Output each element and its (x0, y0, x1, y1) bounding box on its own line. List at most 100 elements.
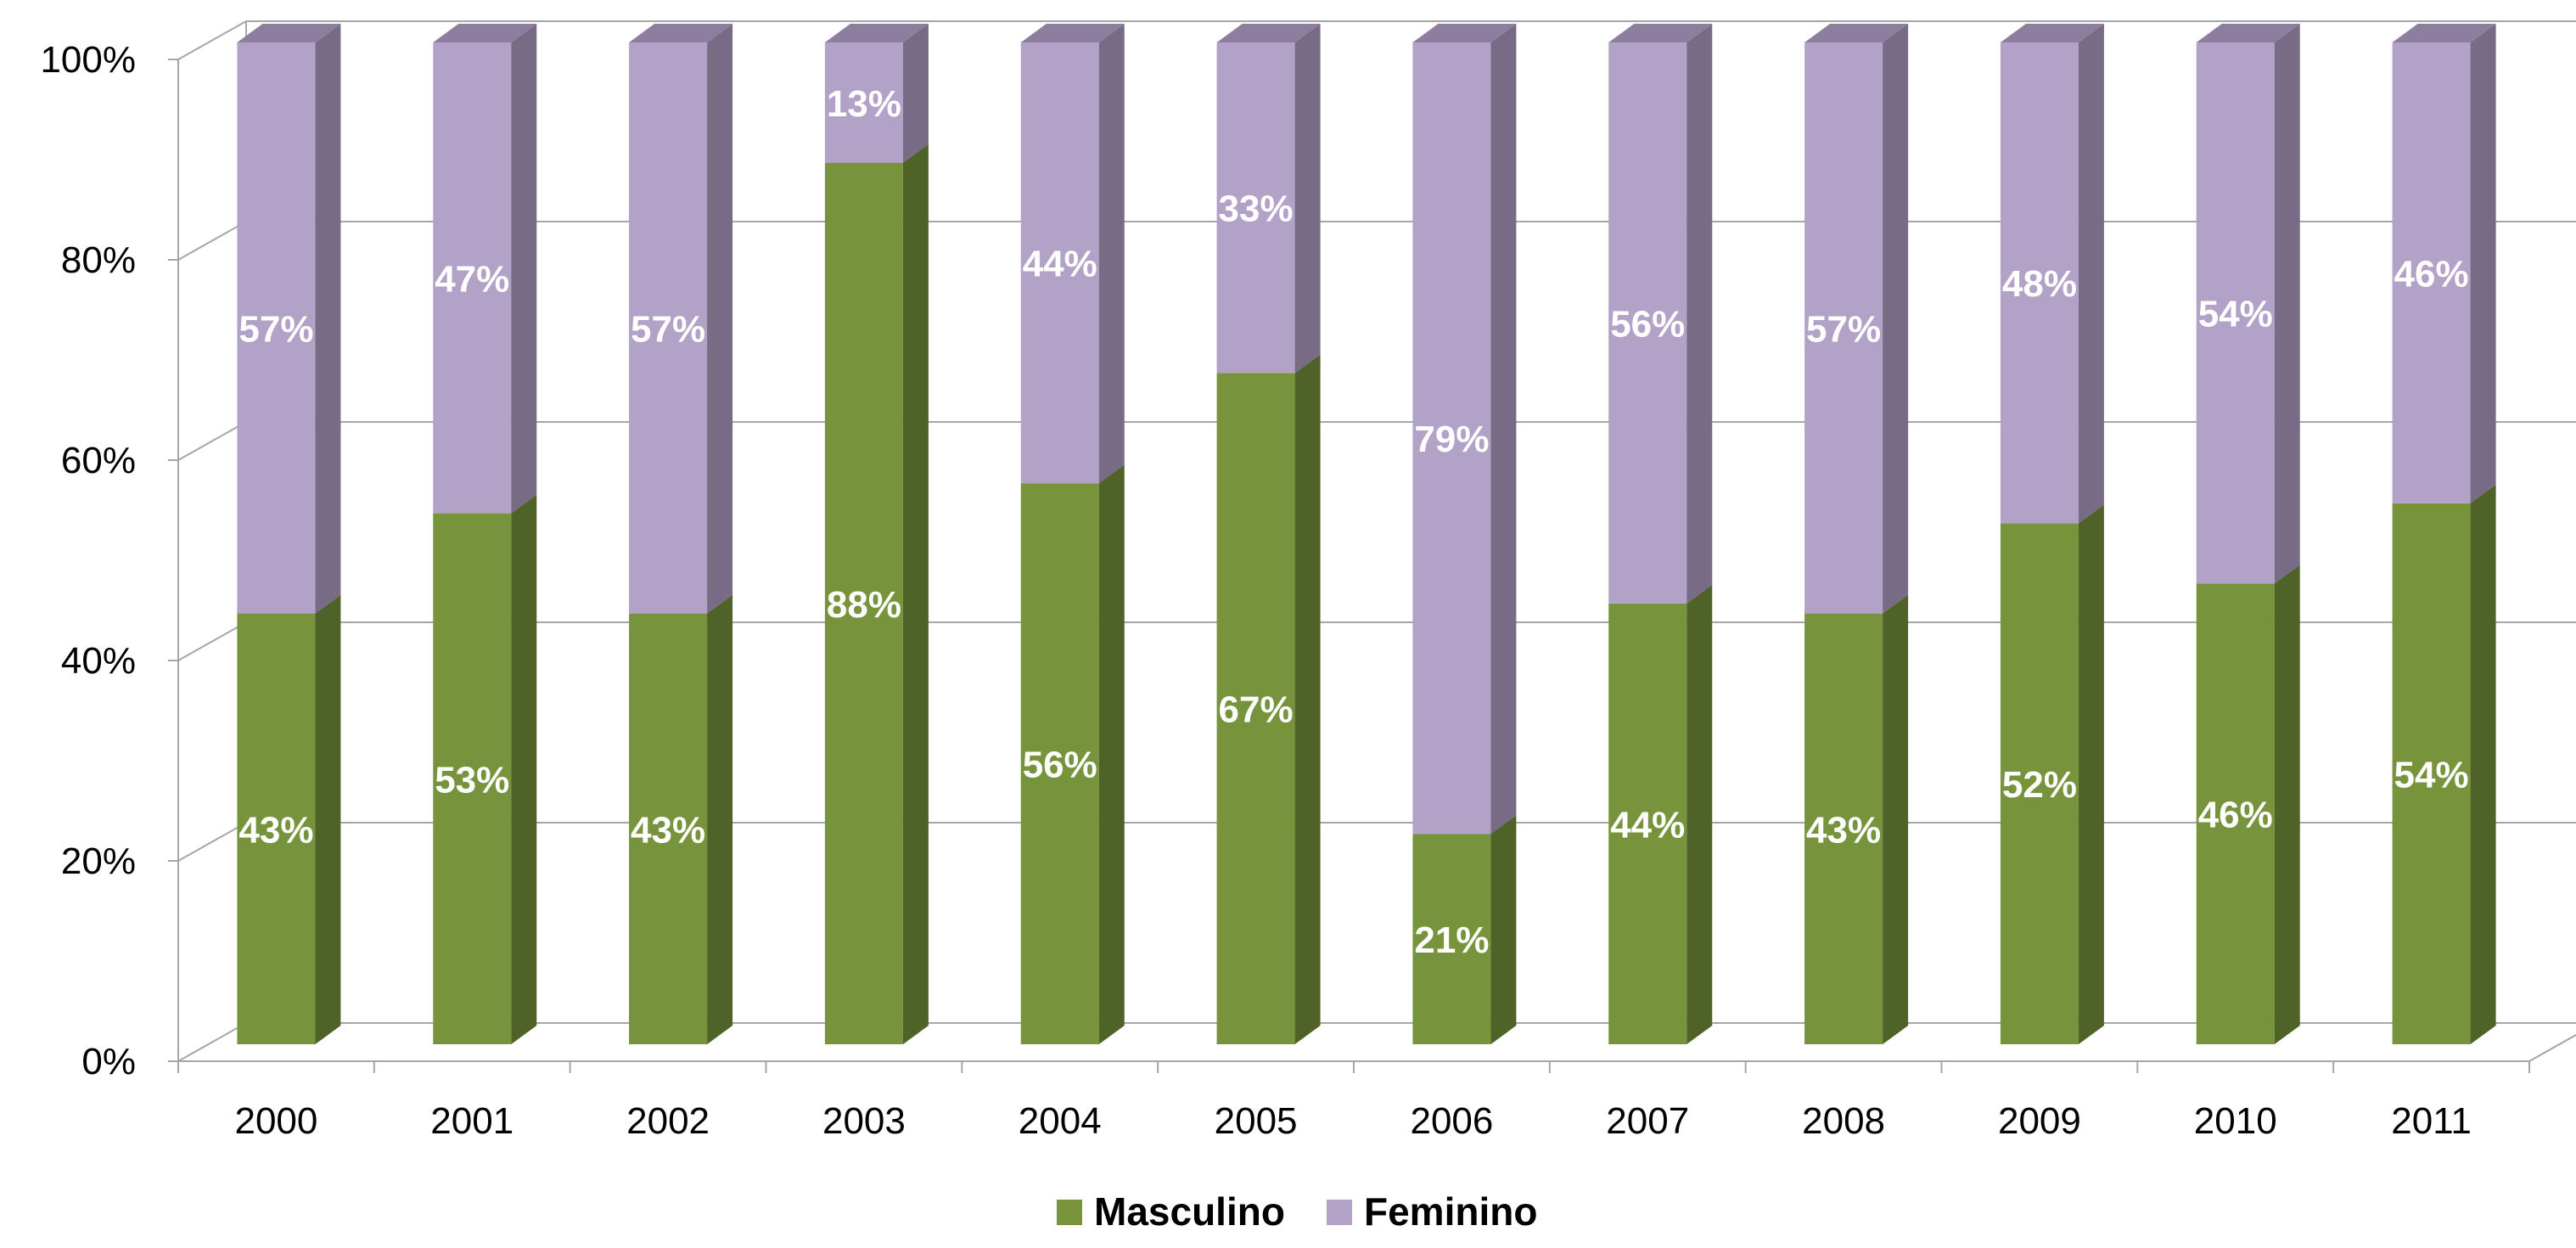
data-label-feminino-2002: 57% (631, 308, 705, 350)
bar-masculino-2006 (1412, 834, 1491, 1044)
bar-masculino-2001 (433, 513, 512, 1044)
data-label-masculino-2004: 56% (1023, 745, 1097, 786)
x-tick-label: 2005 (1215, 1100, 1298, 1142)
bar-masculino-2003 (824, 162, 903, 1045)
y-tick-label: 40% (61, 640, 136, 682)
x-tick-label: 2011 (2391, 1100, 2472, 1142)
bar-side-feminino-2004 (1098, 24, 1125, 484)
data-label-feminino-2010: 54% (2198, 294, 2273, 335)
data-label-masculino-2008: 43% (1806, 809, 1881, 851)
bar-feminino-2003 (824, 42, 903, 163)
bar-feminino-2007 (1608, 42, 1687, 604)
data-label-feminino-2000: 57% (239, 308, 313, 350)
bar-side-feminino-2000 (315, 24, 341, 614)
data-label-feminino-2008: 57% (1806, 308, 1881, 350)
bar-side-feminino-2007 (1686, 24, 1713, 604)
data-label-feminino-2004: 44% (1023, 244, 1097, 285)
bar-side-masculino-2005 (1294, 354, 1321, 1044)
bar-masculino-2011 (2392, 503, 2471, 1044)
bar-top-2008 (1804, 24, 1909, 42)
data-label-feminino-2003: 13% (827, 83, 901, 125)
gridline-side (177, 421, 247, 461)
bar-side-feminino-2006 (1490, 24, 1517, 835)
x-tick-label: 2003 (822, 1100, 906, 1142)
bar-feminino-2011 (2392, 42, 2471, 503)
x-tick-label: 2000 (234, 1100, 317, 1142)
bar-top-2002 (629, 24, 733, 42)
y-tick-label: 80% (61, 239, 136, 281)
bar-masculino-2010 (2196, 583, 2275, 1044)
data-label-feminino-2011: 46% (2394, 253, 2469, 295)
bar-top-2003 (824, 24, 929, 42)
y-tick-label: 20% (61, 840, 136, 882)
bar-feminino-2009 (2000, 42, 2079, 524)
data-label-masculino-2005: 67% (1219, 689, 1294, 731)
legend-swatch-feminino (1327, 1200, 1352, 1225)
bar-masculino-2002 (629, 613, 708, 1044)
bar-masculino-2009 (2000, 523, 2079, 1044)
bar-feminino-2001 (433, 42, 512, 514)
gridline-side (177, 621, 247, 661)
data-label-masculino-2007: 44% (1610, 804, 1685, 846)
data-label-feminino-2009: 48% (2002, 263, 2077, 305)
gridline-side (177, 20, 247, 60)
data-label-masculino-2002: 43% (631, 809, 705, 851)
data-label-feminino-2006: 79% (1414, 419, 1489, 460)
bar-side-masculino-2001 (511, 494, 537, 1044)
data-label-masculino-2006: 21% (1414, 919, 1489, 961)
bar-feminino-2002 (629, 42, 708, 614)
bar-side-feminino-2010 (2274, 24, 2300, 584)
bar-side-feminino-2011 (2470, 24, 2496, 503)
x-tick-label: 2008 (1802, 1100, 1885, 1142)
bar-top-2010 (2196, 24, 2300, 42)
bar-masculino-2008 (1804, 613, 1883, 1044)
legend-swatch-masculino (1057, 1200, 1082, 1225)
legend-label-masculino: Masculino (1094, 1189, 1285, 1234)
legend-label-feminino: Feminino (1364, 1189, 1537, 1234)
bar-top-2005 (1216, 24, 1321, 42)
gridline-side (177, 822, 247, 862)
bar-side-masculino-2004 (1098, 464, 1125, 1044)
y-tick-label: 60% (61, 440, 136, 481)
bar-side-masculino-2007 (1686, 584, 1713, 1044)
bar-side-masculino-2002 (707, 594, 733, 1044)
x-tick-label: 2002 (626, 1100, 710, 1142)
bar-masculino-2005 (1216, 373, 1295, 1044)
data-label-feminino-2001: 47% (435, 258, 509, 300)
bar-feminino-2004 (1020, 42, 1099, 484)
bar-masculino-2000 (237, 613, 316, 1044)
bar-side-masculino-2011 (2470, 484, 2496, 1044)
bar-feminino-2010 (2196, 42, 2275, 584)
y-tick-label: 100% (40, 39, 136, 81)
x-tick-label: 2006 (1410, 1100, 1493, 1142)
data-label-masculino-2000: 43% (239, 809, 313, 851)
bar-feminino-2005 (1216, 42, 1295, 374)
data-label-feminino-2005: 33% (1219, 188, 1294, 230)
bar-masculino-2004 (1020, 483, 1099, 1044)
bar-top-2000 (237, 24, 341, 42)
data-label-masculino-2003: 88% (827, 584, 901, 626)
x-tick-label: 2009 (1998, 1100, 2081, 1142)
bar-masculino-2007 (1608, 603, 1687, 1044)
bar-feminino-2000 (237, 42, 316, 614)
bar-side-masculino-2006 (1490, 815, 1517, 1044)
x-tick-label: 2001 (430, 1100, 514, 1142)
x-tick-label: 2010 (2194, 1100, 2277, 1142)
data-label-masculino-2011: 54% (2394, 754, 2469, 795)
data-label-masculino-2001: 53% (435, 759, 509, 801)
bar-side-feminino-2003 (902, 24, 929, 163)
bar-side-masculino-2009 (2078, 504, 2104, 1044)
bar-side-masculino-2003 (902, 143, 929, 1045)
bar-side-masculino-2010 (2274, 565, 2300, 1044)
data-label-masculino-2010: 46% (2198, 795, 2273, 836)
bar-top-2006 (1412, 24, 1517, 42)
data-label-feminino-2007: 56% (1610, 303, 1685, 345)
bar-feminino-2008 (1804, 42, 1883, 614)
bar-top-2004 (1020, 24, 1125, 42)
bar-top-2011 (2392, 24, 2496, 42)
bar-side-feminino-2001 (511, 24, 537, 514)
bar-side-masculino-2008 (1883, 594, 1909, 1044)
bar-side-feminino-2009 (2078, 24, 2104, 524)
